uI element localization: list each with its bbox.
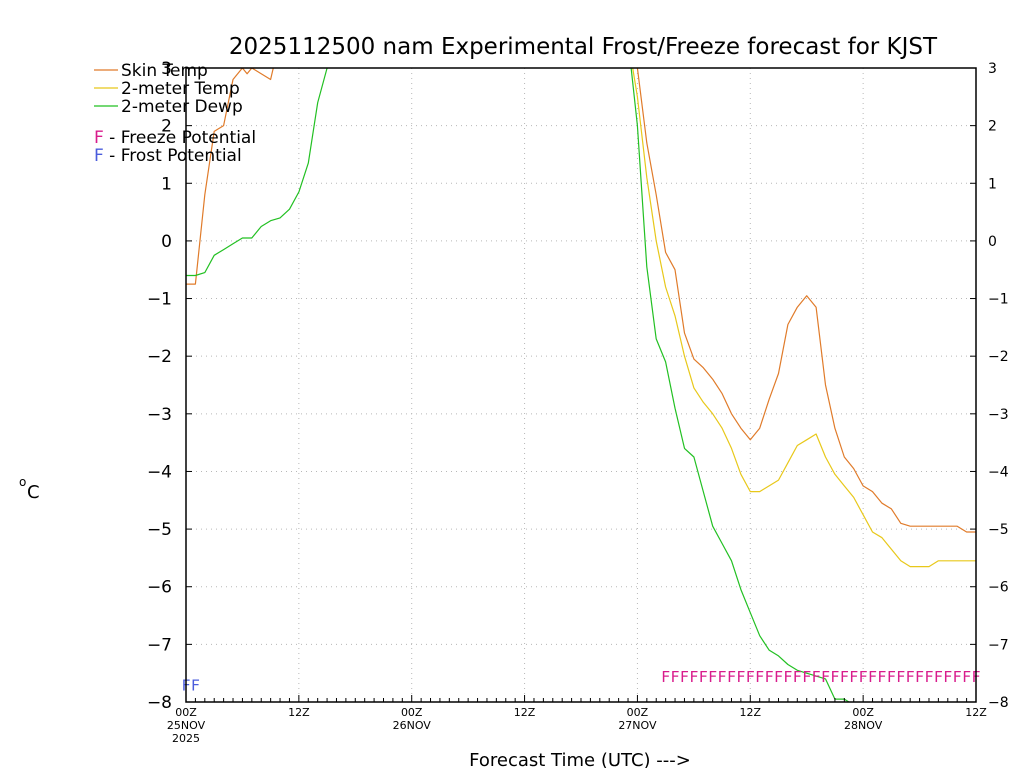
y-tick-label-right: 3 — [988, 61, 997, 77]
grid-lines — [186, 68, 976, 702]
x-tick-date: 28NOV — [844, 719, 883, 732]
potential-legend-letter: F — [94, 146, 104, 166]
x-tick-label: 12Z — [965, 706, 987, 719]
legend-label-1: 2-meter Temp — [121, 79, 240, 99]
freeze-marker: F — [689, 668, 698, 686]
freeze-marker: F — [802, 668, 811, 686]
y-tick-label-left: −4 — [147, 462, 172, 482]
series-2-meter-dewp-line — [186, 68, 851, 702]
y-tick-label-left: −3 — [147, 405, 172, 425]
freeze-marker: F — [699, 668, 708, 686]
x-tick-date: 27NOV — [618, 719, 657, 732]
y-tick-labels-left: 3 2 1 0 −1 −2 −3 −4 −5 −6 −7 −8 — [147, 59, 172, 713]
legend-label-0: Skin Temp — [121, 61, 208, 81]
unit-letter: C — [27, 482, 40, 503]
y-axis-unit: o C — [19, 475, 40, 503]
x-tick-label: 00Z — [175, 706, 197, 719]
y-tick-label-left: 3 — [161, 59, 172, 79]
y-tick-label-left: −2 — [147, 347, 172, 367]
plot-frame — [185, 67, 977, 703]
y-tick-labels-right: 3 2 1 0 −1 −2 −3 −4 −5 −6 −7 −8 — [988, 61, 1009, 711]
potential-legend-text: - Freeze Potential — [104, 128, 256, 148]
freeze-marker: F — [924, 668, 933, 686]
y-tick-label-right: −8 — [988, 695, 1009, 711]
series-layer — [186, 68, 976, 702]
x-tick-date: 26NOV — [393, 719, 432, 732]
freeze-marker: F — [943, 668, 952, 686]
x-tick-label: 12Z — [514, 706, 536, 719]
freeze-marker: F — [718, 668, 727, 686]
freeze-marker: F — [746, 668, 755, 686]
freeze-marker: F — [821, 668, 830, 686]
y-tick-label-right: 0 — [988, 234, 997, 250]
y-tick-label-right: 1 — [988, 176, 997, 192]
freeze-marker: F — [830, 668, 839, 686]
freeze-marker: F — [755, 668, 764, 686]
potential-legend-letter: F — [94, 128, 104, 148]
x-tick-label: 12Z — [740, 706, 762, 719]
freeze-marker: F — [877, 668, 886, 686]
axis-ticks — [185, 67, 977, 703]
freeze-marker: F — [962, 668, 971, 686]
freeze-marker: F — [793, 668, 802, 686]
potential-markers: F F F F F F F F F F F F F F F F F F F F F F F F F F F F F F F F F FF F — [181, 668, 980, 695]
freeze-marker: F — [887, 668, 896, 686]
y-tick-label-right: −4 — [988, 464, 1009, 480]
freeze-marker: F — [727, 668, 736, 686]
y-tick-label-right: −6 — [988, 580, 1009, 596]
legend-label-2: 2-meter Dewp — [121, 97, 243, 117]
y-tick-label-left: −1 — [147, 290, 172, 310]
freeze-marker: F — [736, 668, 745, 686]
freeze-marker: F — [934, 668, 943, 686]
x-tick-label: 00Z — [627, 706, 649, 719]
freeze-marker: F — [708, 668, 717, 686]
degree-symbol: o — [19, 475, 26, 489]
y-tick-label-right: −2 — [988, 349, 1009, 365]
series-2-meter-temp-line — [632, 68, 976, 568]
freeze-marker: F — [774, 668, 783, 686]
freeze-marker: F — [849, 668, 858, 686]
x-tick-label: 12Z — [288, 706, 310, 719]
chart-title: 2025112500 nam Experimental Frost/Freeze… — [229, 34, 938, 60]
y-tick-label-left: 1 — [161, 174, 172, 194]
x-tick-year: 2025 — [172, 732, 200, 745]
series-skin-temp-line — [186, 68, 976, 533]
potential-legend-text: - Frost Potential — [104, 146, 242, 166]
potential-legend-0: F - Freeze Potential — [94, 128, 256, 148]
y-tick-label-right: −3 — [988, 407, 1009, 423]
potential-legend-1: F - Frost Potential — [94, 146, 242, 166]
freeze-marker: F — [840, 668, 849, 686]
freeze-marker: F — [896, 668, 905, 686]
freeze-marker: F — [783, 668, 792, 686]
freeze-marker: F — [671, 668, 680, 686]
freeze-marker: F — [680, 668, 689, 686]
y-tick-label-left: 0 — [161, 232, 172, 252]
y-tick-label-left: −8 — [147, 693, 172, 713]
x-tick-label: 00Z — [401, 706, 423, 719]
freeze-marker: F — [953, 668, 962, 686]
freeze-marker: F — [906, 668, 915, 686]
freeze-marker: F — [765, 668, 774, 686]
freeze-marker: F — [915, 668, 924, 686]
x-tick-date: 25NOV — [167, 719, 206, 732]
y-tick-label-right: −1 — [988, 292, 1009, 308]
y-tick-label-right: −5 — [988, 522, 1009, 538]
y-tick-label-left: 2 — [161, 117, 172, 137]
y-tick-label-left: −6 — [147, 578, 172, 598]
freeze-marker: F — [868, 668, 877, 686]
freeze-marker: F — [812, 668, 821, 686]
freeze-marker: F — [859, 668, 868, 686]
frost-marker: F — [191, 677, 200, 695]
x-tick-label: 00Z — [852, 706, 874, 719]
y-tick-label-left: −5 — [147, 520, 172, 540]
y-tick-label-right: 2 — [988, 119, 997, 135]
freeze-marker: F — [661, 668, 670, 686]
x-axis-label: Forecast Time (UTC) ---> — [469, 750, 691, 768]
y-tick-label-left: −7 — [147, 635, 172, 655]
y-tick-label-right: −7 — [988, 637, 1009, 653]
